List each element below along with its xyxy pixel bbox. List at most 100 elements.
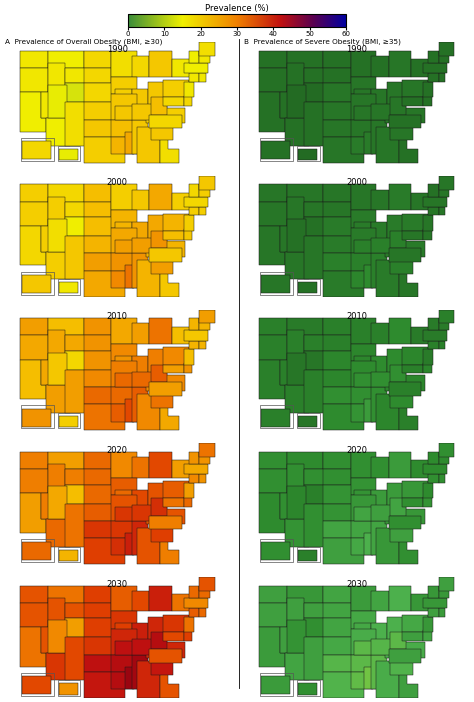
Polygon shape (323, 201, 351, 217)
Polygon shape (59, 416, 78, 427)
Polygon shape (304, 336, 335, 351)
Polygon shape (47, 318, 84, 336)
Polygon shape (47, 620, 66, 653)
Polygon shape (304, 102, 328, 145)
Polygon shape (115, 106, 158, 120)
Polygon shape (199, 318, 210, 330)
Polygon shape (84, 503, 115, 521)
Polygon shape (259, 585, 287, 603)
Polygon shape (351, 120, 376, 137)
Polygon shape (189, 475, 199, 483)
Polygon shape (351, 253, 376, 271)
Polygon shape (84, 469, 111, 484)
Polygon shape (371, 324, 389, 344)
Polygon shape (304, 469, 335, 484)
Polygon shape (47, 330, 65, 359)
Polygon shape (189, 452, 199, 464)
Polygon shape (351, 94, 376, 120)
Polygon shape (423, 349, 433, 365)
Polygon shape (428, 608, 438, 616)
Polygon shape (151, 98, 166, 114)
Polygon shape (387, 616, 406, 642)
Polygon shape (323, 318, 351, 336)
Polygon shape (280, 226, 299, 252)
Polygon shape (323, 120, 357, 137)
Polygon shape (259, 318, 287, 336)
Polygon shape (402, 632, 423, 641)
Polygon shape (354, 373, 397, 387)
Polygon shape (125, 132, 141, 154)
Polygon shape (323, 68, 351, 84)
Polygon shape (411, 461, 437, 478)
Polygon shape (163, 231, 184, 239)
Polygon shape (371, 490, 387, 516)
Polygon shape (20, 92, 46, 132)
Polygon shape (389, 51, 411, 77)
Polygon shape (184, 216, 194, 231)
Polygon shape (137, 260, 160, 296)
Polygon shape (199, 185, 210, 197)
Polygon shape (351, 362, 376, 387)
Polygon shape (285, 252, 309, 279)
Polygon shape (423, 464, 447, 475)
Polygon shape (111, 362, 137, 387)
Polygon shape (371, 653, 387, 689)
Polygon shape (323, 469, 351, 484)
Polygon shape (111, 387, 137, 404)
Polygon shape (323, 387, 357, 404)
Polygon shape (304, 68, 335, 84)
Polygon shape (132, 238, 163, 253)
Polygon shape (304, 351, 335, 370)
Polygon shape (151, 654, 173, 675)
Polygon shape (20, 603, 47, 627)
Polygon shape (385, 107, 425, 123)
Polygon shape (371, 238, 402, 253)
Polygon shape (351, 137, 373, 154)
Polygon shape (132, 371, 163, 387)
Polygon shape (399, 663, 418, 698)
Polygon shape (172, 594, 198, 611)
Polygon shape (280, 92, 299, 118)
Bar (260, 539, 293, 562)
Polygon shape (428, 452, 438, 464)
Polygon shape (354, 106, 397, 120)
Polygon shape (304, 637, 328, 680)
Polygon shape (376, 661, 399, 698)
Polygon shape (59, 149, 78, 159)
Polygon shape (47, 585, 84, 603)
Polygon shape (65, 201, 96, 217)
Polygon shape (115, 490, 132, 516)
Polygon shape (22, 409, 51, 427)
Polygon shape (365, 132, 380, 154)
Polygon shape (298, 416, 317, 427)
Polygon shape (323, 185, 351, 201)
Polygon shape (137, 661, 160, 698)
Bar (58, 547, 80, 562)
Polygon shape (287, 620, 306, 653)
Polygon shape (149, 51, 172, 77)
Polygon shape (389, 585, 411, 611)
Polygon shape (323, 637, 354, 654)
Polygon shape (84, 68, 111, 84)
Polygon shape (125, 399, 141, 422)
Polygon shape (376, 394, 399, 430)
Polygon shape (385, 241, 425, 257)
Polygon shape (411, 326, 437, 344)
Polygon shape (189, 185, 199, 197)
Polygon shape (132, 88, 147, 114)
Polygon shape (428, 51, 438, 62)
Polygon shape (354, 641, 397, 654)
Polygon shape (385, 375, 425, 390)
Polygon shape (351, 452, 376, 478)
Polygon shape (199, 443, 215, 457)
Polygon shape (351, 538, 373, 555)
Polygon shape (111, 495, 137, 521)
Polygon shape (354, 507, 397, 521)
Polygon shape (259, 469, 287, 494)
Polygon shape (132, 505, 163, 521)
Polygon shape (199, 585, 210, 597)
Polygon shape (111, 318, 137, 344)
Polygon shape (323, 84, 354, 102)
Polygon shape (259, 68, 287, 92)
Polygon shape (323, 271, 365, 296)
